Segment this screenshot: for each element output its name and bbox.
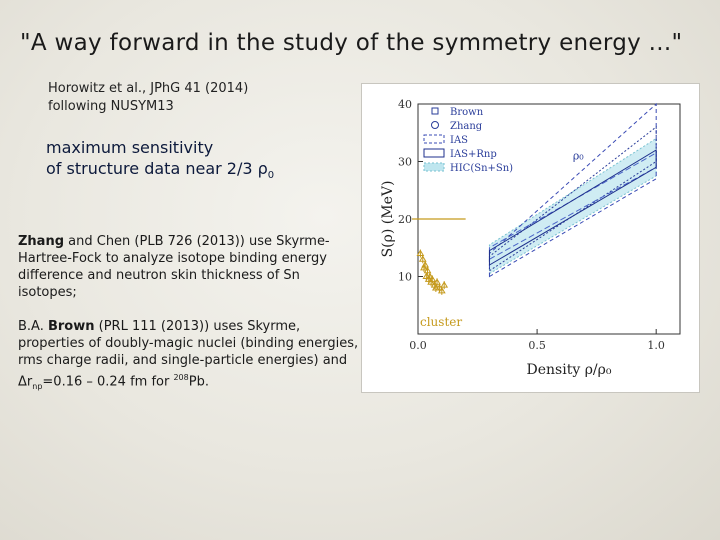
x-tick-label-2: 1.0 xyxy=(647,339,665,352)
cluster-point-15 xyxy=(440,281,449,288)
cluster-point-5 xyxy=(423,266,432,274)
cluster-point-0 xyxy=(416,249,425,256)
sensitivity-highlight: maximum sensitivity of structure data ne… xyxy=(46,137,274,186)
legend-label-1: Zhang xyxy=(450,121,483,132)
brown-text: (PRL 111 (2013)) uses Skyrme, properties… xyxy=(18,319,359,390)
citation-line-1: Horowitz et al., JPhG 41 (2014) xyxy=(48,81,249,96)
x-tick-label-0: 0.0 xyxy=(409,339,427,352)
cluster-label: cluster xyxy=(420,315,462,329)
zhang-text: and Chen (PLB 726 (2013)) use Skyrme-Har… xyxy=(18,234,330,300)
legend-label-0: Brown xyxy=(450,107,484,118)
zhang-paragraph: Zhang and Chen (PLB 726 (2013)) use Skyr… xyxy=(18,233,348,301)
legend-label-2: IAS xyxy=(450,135,468,146)
slide-title: "A way forward in the study of the symme… xyxy=(20,30,683,56)
legend-label-4: HIC(Sn+Sn) xyxy=(450,163,513,174)
brown-end: Pb. xyxy=(188,374,209,390)
highlight-line-2-sub: 0 xyxy=(267,170,275,182)
citation: Horowitz et al., JPhG 41 (2014) followin… xyxy=(48,80,248,116)
y-axis-label: S(ρ) (MeV) xyxy=(380,181,396,258)
brown-name: Brown xyxy=(47,319,95,334)
brown-prefix: B.A. xyxy=(18,319,48,334)
y-tick-label-2: 30 xyxy=(398,156,412,169)
brown-mid: =0.16 – 0.24 fm for xyxy=(42,374,174,390)
symmetry-energy-figure: 10 20 30 40 0.0 0.5 1.0 Density ρ/ρ₀ S(ρ) (MeV) ρ… xyxy=(361,83,700,393)
brown-sub: np xyxy=(32,381,43,391)
citation-line-2: following NUSYM13 xyxy=(48,99,174,114)
cluster-point-1 xyxy=(418,255,427,262)
y-tick-label-1: 20 xyxy=(398,213,412,226)
rho0-annotation: ρ₀ xyxy=(573,150,584,163)
legend-label-3: IAS+Rnp xyxy=(450,149,497,160)
legend-swatch-brown xyxy=(431,107,439,115)
legend-swatch-hic xyxy=(423,162,445,172)
x-axis-label: Density ρ/ρ₀ xyxy=(527,362,612,378)
legend-swatch-ias-rnp xyxy=(423,148,445,158)
brown-paragraph: B.A. Brown (PRL 111 (2013)) uses Skyrme,… xyxy=(18,318,363,395)
brown-sup: 208 xyxy=(173,373,189,382)
band-ias-rnp xyxy=(488,149,657,266)
cluster-point-9 xyxy=(428,275,437,282)
cluster-point-12 xyxy=(433,278,441,285)
cluster-point-3 xyxy=(421,261,430,268)
legend-swatch-zhang xyxy=(431,121,439,129)
symmetry-energy-chart: 10 20 30 40 0.0 0.5 1.0 Density ρ/ρ₀ S(ρ) (MeV) ρ… xyxy=(380,98,681,378)
cluster-point-14 xyxy=(437,286,446,294)
highlight-line-2-text: of structure data near 2/3 ρ xyxy=(46,159,268,178)
zhang-name: Zhang xyxy=(18,234,65,249)
highlight-line-1: maximum sensitivity xyxy=(46,138,214,157)
cluster-point-7 xyxy=(426,272,434,279)
y-tick-label-0: 10 xyxy=(398,271,412,284)
legend-swatch-ias xyxy=(423,134,445,144)
x-tick-label-1: 0.5 xyxy=(528,339,546,352)
y-tick-label-3: 40 xyxy=(398,98,412,111)
highlight-line-2: of structure data near 2/3 ρ0 xyxy=(46,158,274,186)
